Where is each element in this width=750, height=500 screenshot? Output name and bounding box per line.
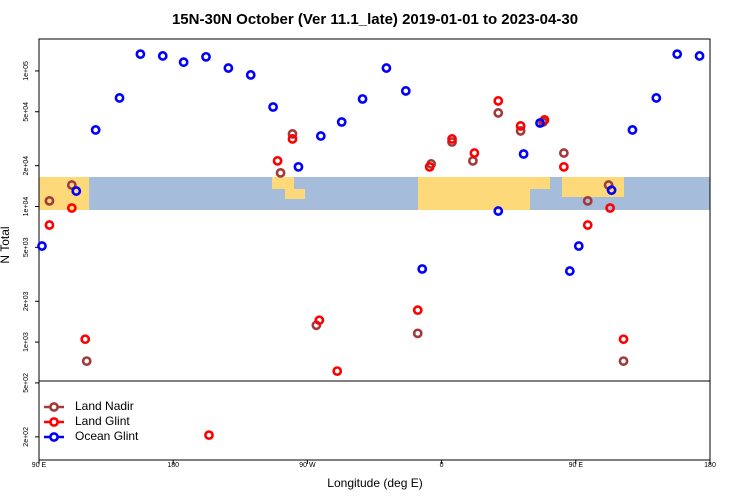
point xyxy=(515,126,526,136)
x-tick-label: 90 E xyxy=(32,462,47,469)
y-tick-label: 2e+03 xyxy=(23,291,30,311)
x-tick-label: 0 xyxy=(440,462,444,469)
x-tick-label: 90 W xyxy=(299,462,316,469)
point xyxy=(493,108,504,118)
point xyxy=(618,356,629,367)
point xyxy=(582,220,593,230)
point xyxy=(332,366,343,376)
y-tick-label: 1e+03 xyxy=(23,332,30,352)
point xyxy=(469,148,480,158)
point xyxy=(558,148,569,158)
point xyxy=(606,185,617,196)
point xyxy=(287,129,298,139)
point xyxy=(315,131,326,141)
legend-label: Land Nadir xyxy=(75,399,134,413)
x-axis-label: Longitude (deg E) xyxy=(327,476,422,490)
y-tick-label: 5e+03 xyxy=(23,237,30,257)
y-tick-label: 2e+04 xyxy=(23,156,30,176)
point xyxy=(66,180,77,190)
point xyxy=(412,305,423,316)
point xyxy=(245,70,256,80)
chart-title: 15N-30N October (Ver 11.1_late) 2019-01-… xyxy=(172,11,578,28)
point xyxy=(201,51,211,62)
point xyxy=(90,125,101,135)
x-tick-label: 180 xyxy=(704,462,716,469)
y-tick-label: 5e+04 xyxy=(23,102,30,122)
point xyxy=(71,186,82,196)
point xyxy=(493,206,504,216)
point xyxy=(518,149,529,159)
point xyxy=(582,196,593,206)
point xyxy=(80,334,91,345)
point xyxy=(135,49,146,60)
point xyxy=(627,125,638,135)
point xyxy=(44,220,55,230)
y-tick-label: 1e+05 xyxy=(23,61,30,81)
legend-marker xyxy=(49,432,59,442)
point xyxy=(272,155,283,166)
point xyxy=(204,430,214,441)
legend-label: Land Glint xyxy=(75,414,130,428)
point xyxy=(114,93,125,103)
point xyxy=(412,328,423,339)
point xyxy=(400,86,411,96)
y-tick-label: 2e+02 xyxy=(23,427,30,447)
plot-frame xyxy=(38,38,711,461)
point xyxy=(268,102,279,112)
point xyxy=(314,315,325,326)
point xyxy=(275,167,286,178)
point xyxy=(558,161,569,172)
y-axis-label: N Total xyxy=(0,226,12,263)
x-tick-label: 180 xyxy=(167,462,179,469)
point xyxy=(37,241,47,251)
point xyxy=(618,334,629,345)
point xyxy=(357,94,368,104)
point xyxy=(535,118,545,128)
point xyxy=(605,203,615,213)
point xyxy=(417,264,428,274)
point xyxy=(66,203,77,213)
point xyxy=(694,51,705,61)
point xyxy=(672,49,683,60)
point xyxy=(44,196,55,206)
point xyxy=(81,356,92,367)
point xyxy=(293,161,304,172)
point xyxy=(573,241,584,251)
point xyxy=(424,161,435,172)
y-tick-label: 1e+04 xyxy=(23,197,30,217)
legend-label: Ocean Glint xyxy=(75,429,139,443)
legend-marker xyxy=(49,417,59,427)
point xyxy=(564,266,575,276)
point xyxy=(468,155,478,166)
point xyxy=(157,51,168,61)
point xyxy=(223,63,234,73)
point xyxy=(178,57,189,68)
point xyxy=(287,134,298,144)
y-tick-label: 5e+02 xyxy=(23,373,30,393)
legend-marker xyxy=(49,402,59,412)
point xyxy=(336,117,347,127)
point xyxy=(447,134,457,144)
point xyxy=(515,121,526,131)
point xyxy=(651,93,662,103)
point xyxy=(493,96,504,106)
point xyxy=(381,63,392,73)
x-tick-label: 90 E xyxy=(569,462,584,469)
